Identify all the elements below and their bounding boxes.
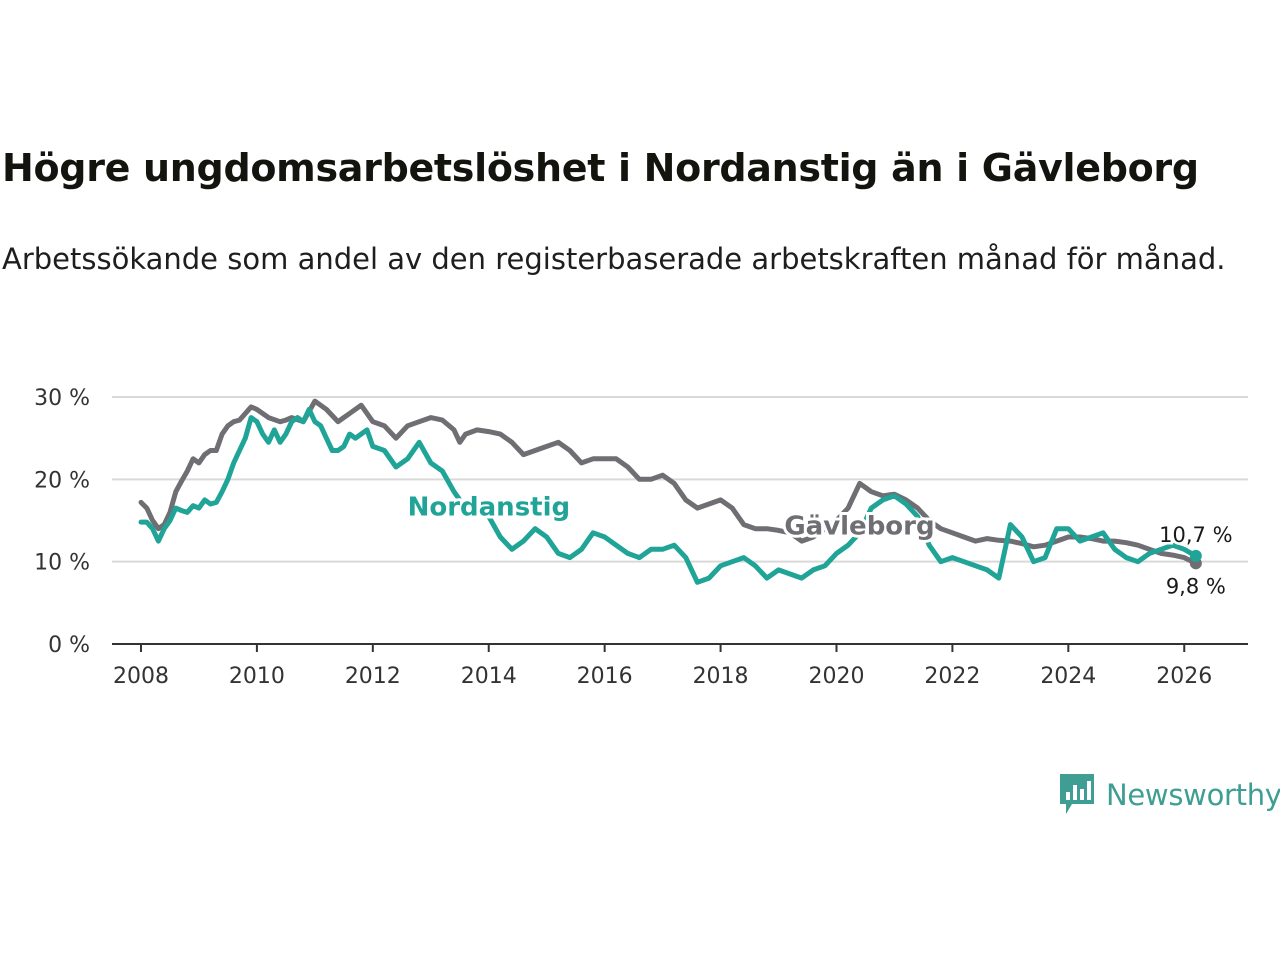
bar-chart-speech-icon: [1060, 774, 1094, 814]
series-label-gävleborg: Gävleborg: [784, 511, 934, 541]
end-markers: 9,8 % 10,7 %: [1157, 520, 1235, 600]
x-tick-label: 2026: [1156, 664, 1212, 689]
series-line-gävleborg: [138, 398, 1199, 566]
x-tick-label: 2022: [924, 664, 980, 689]
gridlines: [112, 396, 1248, 563]
end-value-label-gävleborg: 9,8 %: [1166, 574, 1226, 598]
end-value-label-nordanstig: 10,7 %: [1159, 523, 1232, 547]
chart-title: Högre ungdomsarbetslöshet i Nordanstig ä…: [2, 146, 1199, 190]
x-tick-label: 2024: [1040, 664, 1096, 689]
newsworthy-logo: Newsworthy: [1058, 772, 1280, 818]
x-tick-label: 2018: [693, 664, 749, 689]
series-line-nordanstig: [138, 406, 1199, 585]
series-labels: Gävleborg Nordanstig: [405, 490, 938, 545]
series-label-nordanstig: Nordanstig: [408, 493, 571, 523]
y-tick-label: 30 %: [34, 386, 90, 411]
series-lines: [138, 398, 1199, 585]
end-point-nordanstig: [1189, 549, 1202, 562]
x-tick-label: 2010: [229, 664, 285, 689]
x-tick-label: 2012: [345, 664, 401, 689]
y-tick-label: 20 %: [34, 468, 90, 493]
y-tick-label: 10 %: [34, 551, 90, 576]
line-chart: 0 % 10 % 20 % 30 % 2008 2010 2012 2014 2016 2018…: [34, 386, 1248, 689]
x-tick-label: 2014: [461, 664, 517, 689]
y-axis-ticks: 0 % 10 % 20 % 30 %: [34, 386, 90, 658]
x-axis-ticks: 2008 2010 2012 2014 2016 2018 2020 2022 2024 2026: [113, 644, 1212, 689]
x-tick-label: 2008: [113, 664, 169, 689]
x-tick-label: 2020: [808, 664, 864, 689]
chart-subtitle: Arbetssökande som andel av den registerb…: [2, 242, 1226, 276]
x-tick-label: 2016: [577, 664, 633, 689]
y-tick-label: 0 %: [48, 633, 90, 658]
brand-name: Newsworthy: [1106, 778, 1280, 812]
